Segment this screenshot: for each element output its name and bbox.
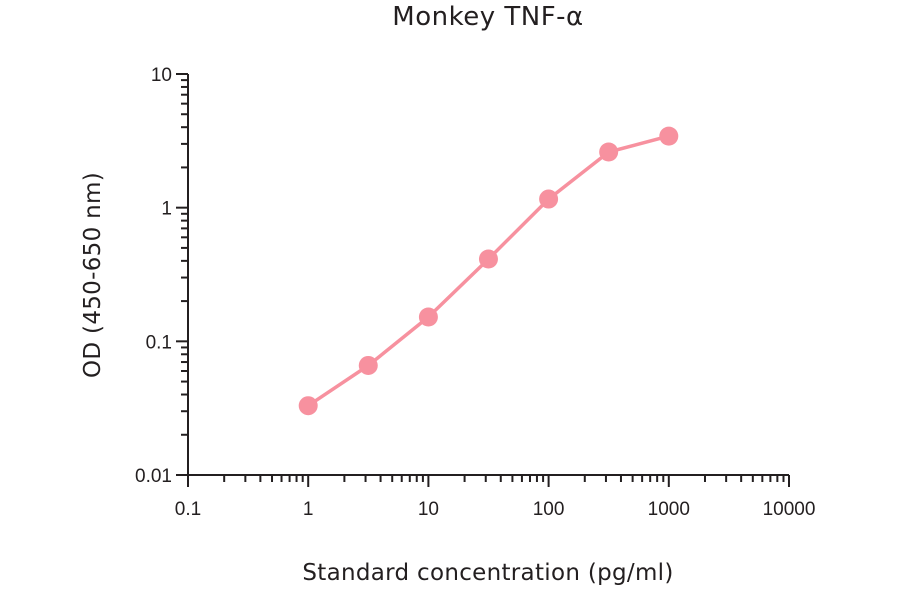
x-tick-label: 0.1: [175, 499, 201, 520]
data-point-marker: [599, 142, 619, 162]
y-tick-label: 0.01: [135, 466, 172, 487]
x-tick-label: 1: [303, 499, 314, 520]
x-axis-label: Standard concentration (pg/ml): [302, 560, 674, 586]
y-tick-label: 0.1: [146, 332, 172, 353]
x-tick-label: 1000: [648, 499, 690, 520]
data-series: [298, 126, 679, 416]
data-point-marker: [358, 355, 378, 375]
chart-title: Monkey TNF-α: [392, 2, 584, 32]
y-tick-label: 1: [161, 199, 172, 220]
data-point-marker: [539, 189, 559, 209]
y-tick-label: 10: [151, 65, 172, 86]
x-tick-label: 10: [418, 499, 439, 520]
data-point-marker: [418, 307, 438, 327]
x-tick-label: 10000: [763, 499, 816, 520]
data-point-marker: [478, 249, 498, 269]
data-point-marker: [659, 126, 679, 146]
x-tick-label: 100: [533, 499, 565, 520]
data-point-marker: [298, 396, 318, 416]
